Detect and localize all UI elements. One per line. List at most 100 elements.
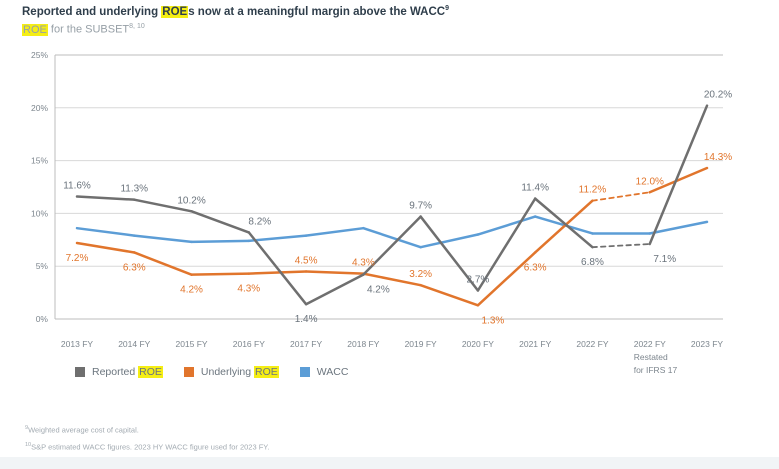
legend-swatch-icon	[75, 367, 85, 377]
series-line-reported-roe-segment-2	[133, 198, 193, 213]
series-line-reported-roe-segment-1	[75, 195, 136, 201]
data-label-reported-roe-2022-fy: 6.8%	[581, 257, 604, 268]
subtitle-highlight-roe: ROE	[22, 23, 48, 36]
series-line-wacc-segment-11	[648, 220, 709, 235]
data-label-reported-roe-2013-fy: 11.6%	[63, 181, 91, 192]
subtitle-text: for the SUBSET	[47, 23, 130, 36]
chart-subtitle: ROE for the SUBSET8, 10	[22, 23, 145, 36]
data-label-reported-roe-2020-fy: 2.7%	[467, 274, 490, 285]
series-line-underlying-roe-segment-11	[648, 166, 709, 194]
legend-highlight-roe: ROE	[138, 366, 163, 378]
series-line-underlying-roe-segment-1	[75, 241, 136, 254]
data-label-underlying-roe-2017-fy: 4.5%	[295, 255, 318, 266]
data-label-underlying-roe-2013-fy: 7.2%	[66, 253, 89, 264]
x-axis-label-2022-fy-line-2: Restated	[634, 352, 668, 362]
y-tick-label-0: 0%	[36, 314, 49, 324]
data-label-reported-roe-2015-fy: 10.2%	[177, 195, 205, 206]
y-tick-label-25: 25%	[31, 50, 48, 60]
series-line-reported-roe-segment-5	[304, 273, 365, 306]
title-superscript: 9	[445, 5, 449, 12]
legend-highlight-roe: ROE	[254, 366, 279, 378]
series-line-underlying-roe-segment-4	[247, 270, 308, 275]
series-line-underlying-roe-segment-6	[362, 272, 422, 287]
data-label-reported-roe-2014-fy: 11.3%	[120, 184, 148, 195]
title-text: Reported and underlying	[22, 5, 162, 18]
legend-label: Underlying ROE	[200, 366, 279, 378]
data-label-reported-roe-2022-fy: 7.1%	[653, 254, 676, 265]
page-bottom-band	[0, 457, 779, 469]
data-label-underlying-roe-2022-fy: 12.0%	[636, 176, 664, 187]
x-axis-label-2018-fy: 2018 FY	[347, 339, 379, 349]
series-line-underlying-roe-segment-7	[419, 283, 480, 307]
x-axis-label-2023-fy: 2023 FY	[691, 339, 723, 349]
data-label-underlying-roe-2022-fy: 11.2%	[579, 185, 607, 196]
data-label-reported-roe-2017-fy: 1.4%	[295, 314, 318, 325]
series-line-wacc-segment-3	[190, 239, 251, 244]
series-line-underlying-roe-segment-3	[190, 272, 251, 276]
x-axis-label-2022-fy-line-1: 2022 FY	[634, 339, 666, 349]
data-label-reported-roe-2023-fy: 20.2%	[704, 90, 732, 101]
y-tick-label-15: 15%	[31, 156, 48, 166]
series-line-wacc-segment-4	[247, 234, 308, 243]
footnote-wacc-source: 10S&P estimated WACC figures. 2023 HY WA…	[25, 438, 269, 455]
data-label-reported-roe-2019-fy: 9.7%	[409, 201, 432, 212]
series-line-reported-roe-segment-6	[362, 215, 422, 276]
y-tick-label-5: 5%	[36, 261, 49, 271]
data-label-underlying-roe-2020-fy: 1.3%	[482, 315, 505, 326]
series-line-reported-roe-segment-7	[419, 215, 480, 292]
legend-label: WACC	[316, 366, 349, 378]
footnote-superscript: 9	[25, 425, 29, 431]
data-label-reported-roe-2021-fy: 11.4%	[521, 183, 549, 194]
series-line-wacc-segment-6	[362, 226, 422, 249]
series-line-underlying-roe-segment-5	[304, 270, 365, 275]
legend-swatch-icon	[183, 367, 194, 377]
footnote-superscript: 10	[25, 441, 32, 448]
footnote-wacc-definition: 9Weighted average cost of capital.	[25, 421, 269, 438]
x-axis-label-2017-fy: 2017 FY	[290, 339, 322, 349]
series-line-underlying-roe-segment-8	[476, 251, 537, 307]
series-line-reported-roe-segment-9	[533, 197, 594, 249]
series-line-underlying-roe-segment-10	[591, 191, 651, 202]
series-line-wacc-segment-7	[419, 233, 480, 249]
x-axis-label-2019-fy: 2019 FY	[405, 339, 437, 349]
data-label-underlying-roe-2023-fy: 14.3%	[704, 152, 732, 163]
series-line-wacc-segment-5	[304, 226, 365, 237]
series-line-reported-roe-segment-11	[648, 104, 709, 246]
data-label-underlying-roe-2016-fy: 4.3%	[237, 284, 260, 295]
legend-item-wacc: WACC	[299, 366, 349, 378]
x-axis-label-2021-fy: 2021 FY	[519, 339, 551, 349]
title-text-suffix: s now at a meaningful margin above the W…	[188, 5, 446, 18]
series-line-underlying-roe-segment-9	[533, 199, 594, 254]
legend-label: Reported ROE	[92, 366, 163, 378]
x-axis-label-2013-fy: 2013 FY	[61, 339, 93, 349]
series-line-reported-roe-segment-3	[190, 210, 251, 234]
x-axis-label-2014-fy: 2014 FY	[118, 339, 150, 349]
data-label-reported-roe-2016-fy: 8.2%	[248, 216, 271, 227]
subtitle-superscript: 8, 10	[129, 23, 145, 30]
x-axis-label-2016-fy: 2016 FY	[233, 339, 265, 349]
x-axis-label-2020-fy: 2020 FY	[462, 339, 494, 349]
legend-swatch-icon	[299, 367, 310, 377]
chart-title: Reported and underlying ROEs now at a me…	[22, 5, 449, 18]
chart-legend: Reported ROE Underlying ROE WACC	[75, 366, 348, 378]
data-label-underlying-roe-2015-fy: 4.2%	[180, 285, 203, 296]
x-axis-label-2022-fy: 2022 FY	[576, 339, 608, 349]
x-axis-label-2015-fy: 2015 FY	[175, 339, 207, 349]
data-label-underlying-roe-2019-fy: 3.2%	[409, 269, 432, 280]
footnote-text: Weighted average cost of capital.	[28, 425, 139, 435]
series-line-reported-roe-segment-4	[247, 231, 308, 306]
series-line-reported-roe-segment-10	[591, 243, 651, 249]
footnote-text: S&P estimated WACC figures. 2023 HY WACC…	[31, 442, 270, 451]
legend-item-reported-roe: Reported ROE	[75, 366, 163, 378]
title-highlight-roe: ROE	[161, 5, 189, 18]
series-line-underlying-roe-segment-2	[133, 251, 193, 276]
series-line-wacc-segment-8	[476, 215, 537, 236]
series-line-reported-roe-segment-8	[476, 197, 537, 292]
x-axis-label-2022-fy-line-3: for IFRS 17	[634, 365, 678, 375]
y-tick-label-10: 10%	[31, 208, 48, 218]
data-label-underlying-roe-2014-fy: 6.3%	[123, 262, 146, 273]
y-tick-label-20: 20%	[31, 103, 48, 113]
data-label-underlying-roe-2021-fy: 6.3%	[524, 262, 547, 273]
